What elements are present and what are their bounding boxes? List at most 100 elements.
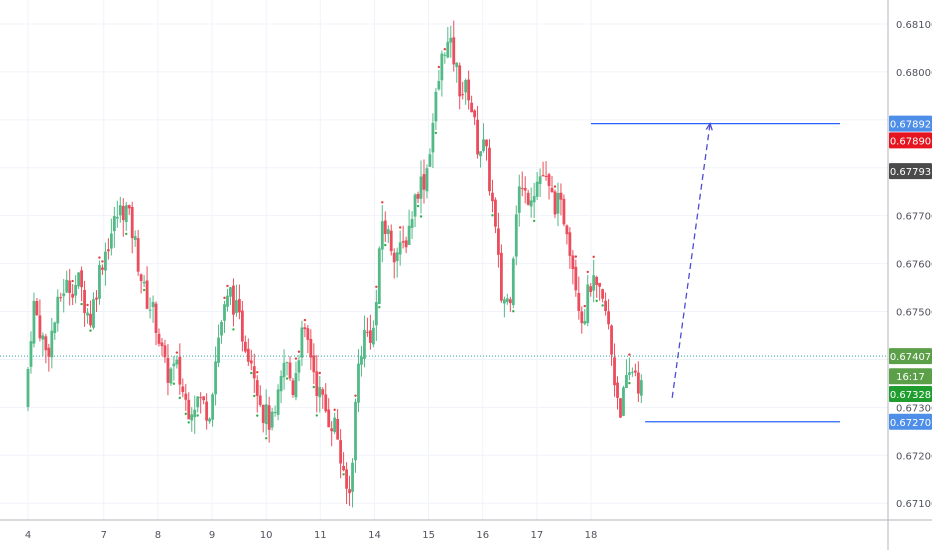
candle-body[interactable] <box>440 53 444 81</box>
candle-body[interactable] <box>633 370 637 373</box>
candle-body[interactable] <box>318 387 322 398</box>
candle-body[interactable] <box>282 362 286 378</box>
candle-body[interactable] <box>148 309 152 311</box>
candle-body[interactable] <box>479 151 482 157</box>
candle-body[interactable] <box>142 281 146 284</box>
candle-body[interactable] <box>297 360 301 373</box>
candle-body[interactable] <box>53 322 57 334</box>
candle-body[interactable] <box>383 220 387 234</box>
candle-body[interactable] <box>223 304 226 321</box>
candle-body[interactable] <box>136 238 140 272</box>
candle-body[interactable] <box>371 327 375 345</box>
candle-body[interactable] <box>327 409 331 428</box>
candle-body[interactable] <box>29 341 33 367</box>
candle-body[interactable] <box>511 258 515 306</box>
candle-body[interactable] <box>502 299 506 304</box>
candle-body[interactable] <box>175 359 179 365</box>
candle-body[interactable] <box>598 282 602 287</box>
candle-body[interactable] <box>32 300 36 344</box>
candle-body[interactable] <box>625 374 628 389</box>
projection-arrow[interactable] <box>671 122 713 398</box>
candle-body[interactable] <box>306 328 310 340</box>
candle-body[interactable] <box>86 312 89 316</box>
candle-body[interactable] <box>44 336 48 351</box>
candle-body[interactable] <box>360 356 363 365</box>
candle-body[interactable] <box>226 295 229 307</box>
candle-body[interactable] <box>211 394 214 420</box>
candle-body[interactable] <box>407 225 411 245</box>
candle-body[interactable] <box>145 280 149 309</box>
candle-body[interactable] <box>604 300 608 311</box>
candle-body[interactable] <box>127 205 131 209</box>
candle-body[interactable] <box>431 122 435 153</box>
candle-body[interactable] <box>580 311 584 324</box>
candle-body[interactable] <box>324 394 328 412</box>
candle-body[interactable] <box>410 219 414 228</box>
candle-body[interactable] <box>639 380 643 396</box>
candle-body[interactable] <box>586 284 590 324</box>
candle-body[interactable] <box>526 192 530 205</box>
candle-body[interactable] <box>473 110 476 118</box>
candle-body[interactable] <box>235 300 238 313</box>
candle-body[interactable] <box>345 469 348 489</box>
candle-body[interactable] <box>494 199 497 227</box>
candle-body[interactable] <box>476 119 479 155</box>
candle-body[interactable] <box>59 297 63 299</box>
candle-body[interactable] <box>592 275 596 291</box>
candle-body[interactable] <box>104 251 107 271</box>
candle-body[interactable] <box>547 174 551 187</box>
candle-body[interactable] <box>202 396 206 401</box>
candle-body[interactable] <box>559 192 563 200</box>
candle-body[interactable] <box>157 333 161 344</box>
candle-body[interactable] <box>181 386 185 393</box>
candle-body[interactable] <box>163 345 167 358</box>
candle-body[interactable] <box>630 371 634 373</box>
candle-body[interactable] <box>112 216 116 232</box>
candle-body[interactable] <box>374 302 378 326</box>
candle-body[interactable] <box>258 395 262 405</box>
candle-body[interactable] <box>357 363 360 403</box>
candle-body[interactable] <box>485 139 488 147</box>
candle-body[interactable] <box>121 205 125 221</box>
candle-body[interactable] <box>413 194 417 217</box>
candle-body[interactable] <box>434 91 438 122</box>
candle-body[interactable] <box>95 297 98 300</box>
candle-body[interactable] <box>77 272 81 287</box>
candle-body[interactable] <box>321 389 325 395</box>
candle-body[interactable] <box>41 335 45 340</box>
candle-body[interactable] <box>616 382 619 398</box>
candle-body[interactable] <box>464 79 468 93</box>
candle-body[interactable] <box>565 225 569 235</box>
candle-body[interactable] <box>68 280 72 294</box>
candle-body[interactable] <box>443 54 447 56</box>
candle-body[interactable] <box>124 205 128 223</box>
candle-body[interactable] <box>35 301 39 316</box>
candle-body[interactable] <box>92 299 95 328</box>
candle-body[interactable] <box>562 198 566 225</box>
candle-body[interactable] <box>246 348 250 362</box>
candle-body[interactable] <box>193 409 197 418</box>
candle-body[interactable] <box>517 186 521 213</box>
candle-body[interactable] <box>56 296 60 324</box>
candle-body[interactable] <box>279 376 283 392</box>
candle-body[interactable] <box>300 327 304 358</box>
candle-body[interactable] <box>115 216 119 219</box>
candle-body[interactable] <box>535 181 539 197</box>
candle-body[interactable] <box>437 81 441 90</box>
candle-body[interactable] <box>26 368 30 408</box>
candle-body[interactable] <box>291 380 295 395</box>
candle-body[interactable] <box>428 154 432 167</box>
candle-body[interactable] <box>330 428 334 432</box>
candle-body[interactable] <box>312 355 316 373</box>
candle-body[interactable] <box>309 338 313 358</box>
candle-body[interactable] <box>237 299 241 313</box>
candle-body[interactable] <box>571 255 575 269</box>
candle-body[interactable] <box>553 191 557 215</box>
candle-body[interactable] <box>264 404 268 425</box>
candle-body[interactable] <box>628 372 631 375</box>
candle-body[interactable] <box>288 362 292 379</box>
candle-body[interactable] <box>568 232 572 256</box>
candle-body[interactable] <box>130 206 134 239</box>
candle-body[interactable] <box>80 270 83 288</box>
